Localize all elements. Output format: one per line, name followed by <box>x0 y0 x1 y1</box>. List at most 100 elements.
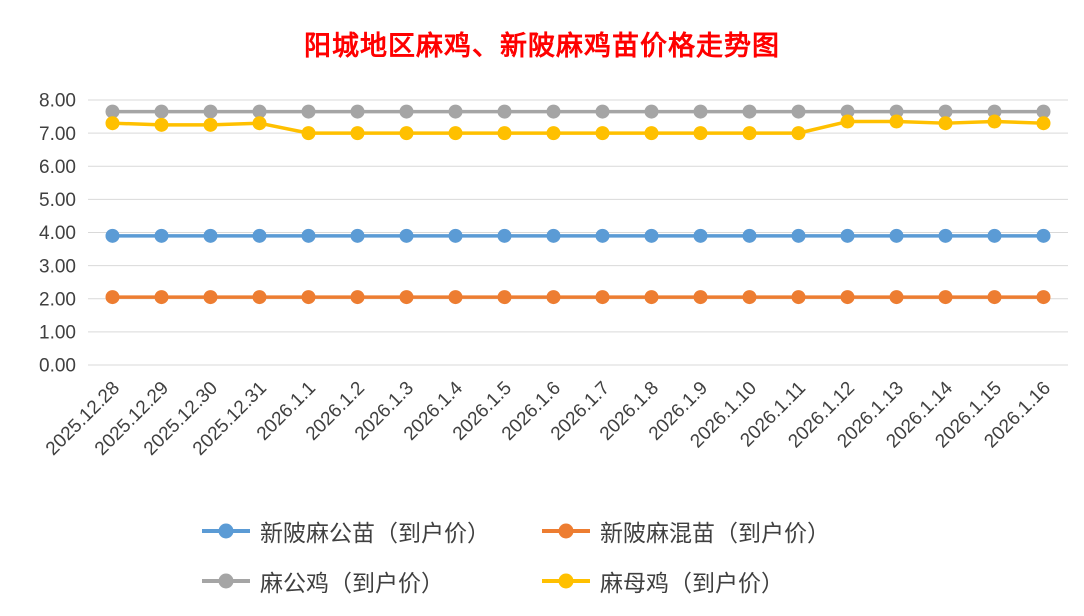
y-tick-label: 1.00 <box>39 323 76 344</box>
data-point <box>399 228 414 243</box>
data-point <box>595 104 610 119</box>
legend-item-2: 麻公鸡（到户价） <box>202 564 542 598</box>
data-point <box>448 228 463 243</box>
y-tick-label: 6.00 <box>39 157 76 178</box>
legend-marker <box>542 573 590 589</box>
data-point <box>252 290 267 305</box>
legend-label: 新陂麻混苗（到户价） <box>600 520 830 546</box>
data-point <box>350 228 365 243</box>
data-point <box>1036 116 1051 131</box>
data-point <box>938 228 953 243</box>
data-point <box>546 104 561 119</box>
series-2 <box>105 104 1051 119</box>
data-point <box>448 126 463 141</box>
data-point <box>301 126 316 141</box>
legend-marker <box>202 523 250 539</box>
gridlines <box>88 99 1068 366</box>
data-point <box>1036 104 1051 119</box>
data-point <box>742 126 757 141</box>
data-point <box>154 228 169 243</box>
data-point <box>203 104 218 119</box>
data-point <box>252 104 267 119</box>
data-point <box>791 290 806 305</box>
data-point <box>742 290 757 305</box>
data-point <box>448 290 463 305</box>
data-point <box>301 290 316 305</box>
data-point <box>938 116 953 131</box>
data-point <box>301 104 316 119</box>
data-point <box>693 290 708 305</box>
data-point <box>644 126 659 141</box>
data-point <box>987 104 1002 119</box>
legend-marker <box>542 523 590 539</box>
series-0 <box>105 228 1051 243</box>
y-tick-label: 0.00 <box>39 356 76 377</box>
data-point <box>889 228 904 243</box>
data-point <box>350 290 365 305</box>
data-point <box>742 104 757 119</box>
data-point <box>840 104 855 119</box>
data-point <box>840 228 855 243</box>
data-point <box>791 126 806 141</box>
data-point <box>644 104 659 119</box>
legend-marker <box>202 573 250 589</box>
series-line <box>112 119 1044 135</box>
data-point <box>938 104 953 119</box>
legend-label: 新陂麻公苗（到户价） <box>260 520 490 546</box>
data-point <box>840 114 855 129</box>
data-point <box>497 290 512 305</box>
data-point <box>399 126 414 141</box>
data-point <box>546 290 561 305</box>
data-point <box>742 228 757 243</box>
data-point <box>791 228 806 243</box>
data-point <box>497 126 512 141</box>
data-point <box>546 228 561 243</box>
y-tick-label: 4.00 <box>39 223 76 244</box>
data-point <box>546 126 561 141</box>
legend: 新陂麻公苗（到户价） 新陂麻混苗（到户价） 麻公鸡（到户价） 麻母鸡（到户价） <box>0 514 1084 598</box>
data-point <box>644 228 659 243</box>
data-point <box>693 104 708 119</box>
data-point <box>252 228 267 243</box>
y-tick-label: 3.00 <box>39 256 76 277</box>
data-point <box>987 114 1002 129</box>
legend-item-1: 新陂麻混苗（到户价） <box>542 514 882 548</box>
y-axis-labels: 0.00 1.00 2.00 3.00 4.00 5.00 6.00 7.00 8.00 <box>39 91 76 377</box>
chart-title: 阳城地区麻鸡、新陂麻鸡苗价格走势图 <box>304 31 780 61</box>
legend-item-0: 新陂麻公苗（到户价） <box>202 514 542 548</box>
data-point <box>889 114 904 129</box>
data-point <box>203 228 218 243</box>
y-tick-label: 5.00 <box>39 190 76 211</box>
data-point <box>154 117 169 132</box>
data-point <box>987 228 1002 243</box>
y-tick-label: 2.00 <box>39 289 76 310</box>
data-point <box>693 126 708 141</box>
data-point <box>840 290 855 305</box>
data-point <box>399 290 414 305</box>
data-point <box>301 228 316 243</box>
legend-label: 麻公鸡（到户价） <box>260 570 444 596</box>
data-point <box>595 290 610 305</box>
series-3 <box>105 114 1051 141</box>
data-point <box>693 228 708 243</box>
data-point <box>105 290 120 305</box>
data-point <box>105 228 120 243</box>
y-tick-label: 8.00 <box>39 91 76 112</box>
data-point <box>497 104 512 119</box>
data-point <box>791 104 806 119</box>
data-point <box>1036 290 1051 305</box>
data-point <box>497 228 512 243</box>
x-axis-labels: 2025.12.282025.12.292025.12.302025.12.31… <box>42 377 1055 459</box>
data-point <box>154 104 169 119</box>
data-point <box>105 104 120 119</box>
legend-item-3: 麻母鸡（到户价） <box>542 564 882 598</box>
data-point <box>350 104 365 119</box>
data-point <box>203 290 218 305</box>
y-tick-label: 7.00 <box>39 124 76 145</box>
data-point <box>350 126 365 141</box>
data-point <box>203 117 218 132</box>
legend-label: 麻母鸡（到户价） <box>600 570 784 596</box>
data-point <box>252 116 267 131</box>
